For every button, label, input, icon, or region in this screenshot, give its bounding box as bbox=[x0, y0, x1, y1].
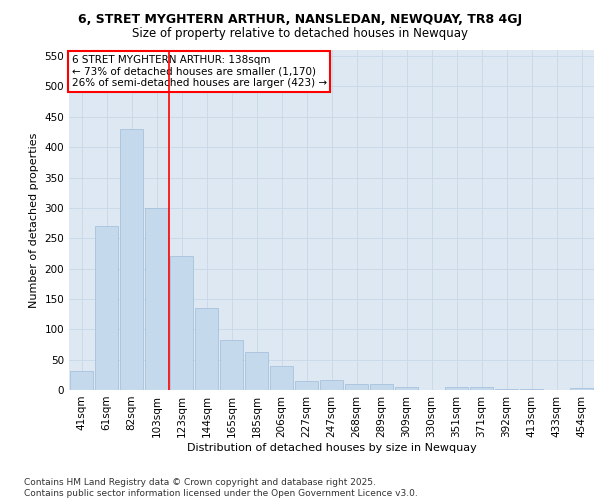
Bar bbox=[470, 387, 493, 390]
Bar bbox=[344, 384, 368, 390]
Text: 6 STRET MYGHTERN ARTHUR: 138sqm
← 73% of detached houses are smaller (1,170)
26%: 6 STRET MYGHTERN ARTHUR: 138sqm ← 73% of… bbox=[71, 55, 327, 88]
Bar bbox=[145, 208, 169, 390]
Text: Size of property relative to detached houses in Newquay: Size of property relative to detached ho… bbox=[132, 28, 468, 40]
X-axis label: Distribution of detached houses by size in Newquay: Distribution of detached houses by size … bbox=[187, 442, 476, 452]
Bar bbox=[569, 388, 593, 390]
Bar bbox=[295, 381, 319, 390]
Bar bbox=[269, 366, 293, 390]
Bar bbox=[95, 226, 118, 390]
Bar bbox=[395, 387, 418, 390]
Y-axis label: Number of detached properties: Number of detached properties bbox=[29, 132, 39, 308]
Text: 6, STRET MYGHTERN ARTHUR, NANSLEDAN, NEWQUAY, TR8 4GJ: 6, STRET MYGHTERN ARTHUR, NANSLEDAN, NEW… bbox=[78, 12, 522, 26]
Bar bbox=[170, 256, 193, 390]
Bar bbox=[220, 340, 244, 390]
Bar bbox=[520, 389, 544, 390]
Text: Contains HM Land Registry data © Crown copyright and database right 2025.
Contai: Contains HM Land Registry data © Crown c… bbox=[24, 478, 418, 498]
Bar bbox=[119, 129, 143, 390]
Bar bbox=[194, 308, 218, 390]
Bar bbox=[70, 370, 94, 390]
Bar bbox=[494, 389, 518, 390]
Bar bbox=[245, 352, 268, 390]
Bar bbox=[445, 387, 469, 390]
Bar bbox=[370, 384, 394, 390]
Bar bbox=[320, 380, 343, 390]
